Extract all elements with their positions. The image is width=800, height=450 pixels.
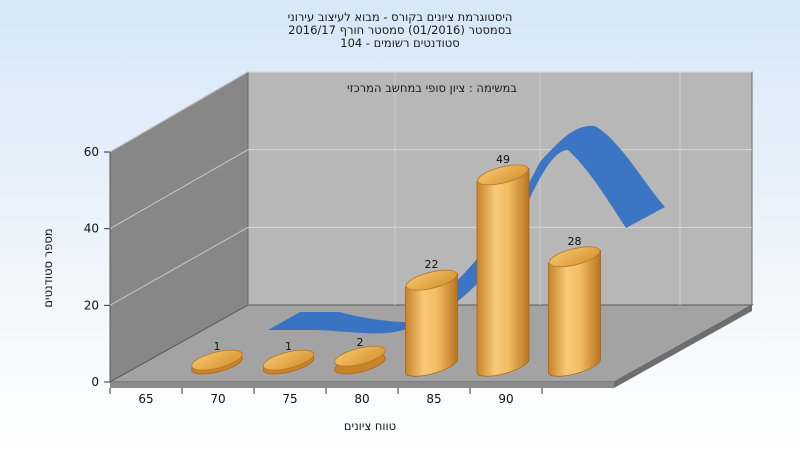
x-axis-label: טווח ציונים — [344, 419, 396, 433]
bar-value-label: 2 — [357, 336, 364, 349]
gridline-left — [109, 71, 249, 153]
x-tick-label: 70 — [210, 392, 225, 406]
x-axis-ticks: 65 70 75 80 85 90 — [109, 388, 543, 406]
gridline-left — [109, 226, 249, 306]
chart-title-line-1: היסטוגרמת ציונים בקורס - מבוא לעיצוב עיר… — [288, 10, 513, 24]
y-tick-label: 60 — [84, 145, 99, 159]
y-axis-label: מספר סטודנטים — [41, 228, 55, 307]
bar: 1 — [191, 340, 243, 375]
bar: 1 — [262, 340, 315, 375]
bar-value-label: 22 — [425, 258, 439, 271]
bar-body — [476, 167, 530, 377]
x-tick-label: 80 — [354, 392, 369, 406]
gridline-left — [109, 149, 249, 230]
floor-edge-front — [110, 382, 614, 388]
distribution-curve — [268, 125, 665, 334]
bar-cap — [405, 269, 458, 291]
bar-cap — [548, 246, 601, 268]
chart-title-line-2: בסמסטר (01/2016) סמסטר חורף 2016/17 — [288, 23, 512, 37]
bar-cap — [191, 349, 243, 371]
chart-title-line-3: סטודנטים רשומים - 104 — [340, 36, 459, 50]
y-axis-ticks: 0 20 40 60 — [84, 145, 110, 389]
x-tick-label: 75 — [282, 392, 297, 406]
x-tick-label: 65 — [138, 392, 153, 406]
bar-value-label: 1 — [214, 340, 221, 353]
bar-body — [548, 249, 601, 377]
bar-cap — [477, 164, 529, 186]
y-tick-label: 0 — [91, 375, 99, 389]
bar: 28 — [548, 235, 601, 377]
bar-value-label: 49 — [496, 153, 510, 166]
bar: 22 — [405, 258, 458, 377]
back-vertical-lines — [394, 72, 681, 305]
bar: 49 — [476, 153, 530, 377]
bar-value-label: 28 — [568, 235, 582, 248]
floor-edge-right — [614, 305, 752, 388]
bar: 2 — [334, 336, 386, 375]
x-tick-label: 90 — [498, 392, 513, 406]
y-tick-label: 40 — [84, 222, 99, 236]
bar-value-label: 1 — [285, 340, 292, 353]
bar-cap — [262, 349, 315, 371]
x-tick-label: 85 — [426, 392, 441, 406]
y-tick-label: 20 — [84, 298, 99, 312]
chart-subtitle: במשימה : ציון סופי במחשב המרכזי — [347, 81, 517, 95]
bar-cap — [334, 345, 386, 367]
bar-body — [405, 273, 458, 377]
